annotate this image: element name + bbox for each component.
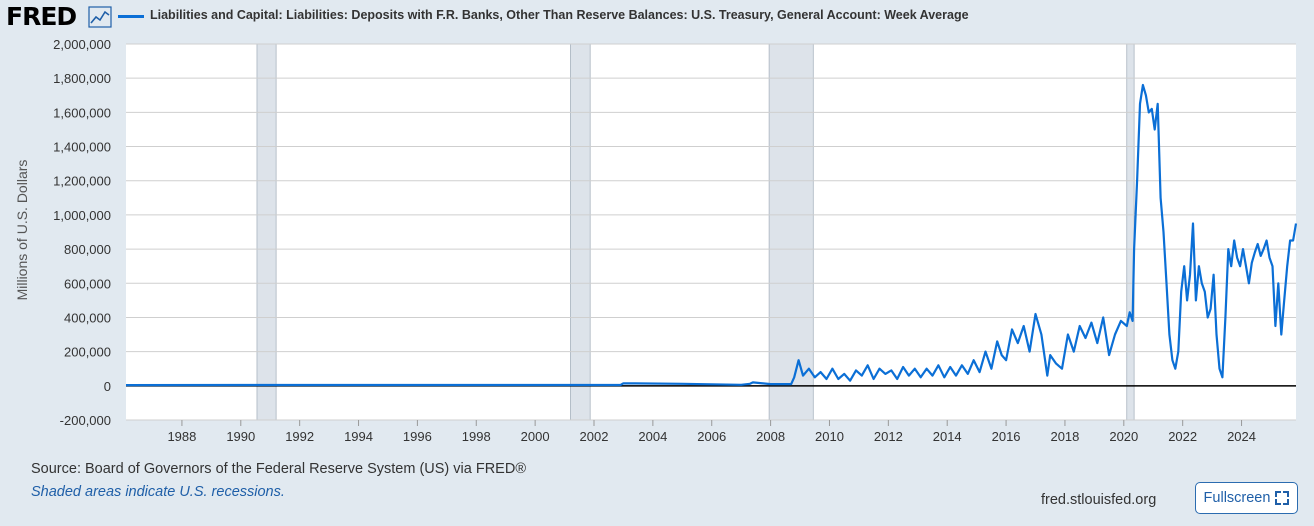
chart-title: Liabilities and Capital: Liabilities: De… xyxy=(150,8,969,22)
x-tick-label: 1998 xyxy=(462,429,491,444)
x-tick-label: 2010 xyxy=(815,429,844,444)
y-tick-label: 600,000 xyxy=(64,276,111,291)
x-tick-label: 2002 xyxy=(580,429,609,444)
plot-area xyxy=(126,44,1296,420)
x-tick-label: 1994 xyxy=(344,429,373,444)
fullscreen-button[interactable]: Fullscreen xyxy=(1195,482,1298,514)
y-tick-label: 400,000 xyxy=(64,310,111,325)
y-tick-label: 1,600,000 xyxy=(53,105,111,120)
x-tick-label: 1996 xyxy=(403,429,432,444)
fullscreen-label: Fullscreen xyxy=(1203,490,1271,506)
x-tick-label: 2024 xyxy=(1227,429,1256,444)
recession-band xyxy=(570,43,591,421)
x-tick-label: 1988 xyxy=(167,429,196,444)
x-tick-label: 1992 xyxy=(285,429,314,444)
y-tick-label: 2,000,000 xyxy=(53,37,111,52)
recession-band xyxy=(768,43,814,421)
x-tick-label: 2004 xyxy=(638,429,667,444)
y-tick-label: 800,000 xyxy=(64,242,111,257)
series-line[interactable] xyxy=(125,83,1298,387)
x-tick-label: 2000 xyxy=(521,429,550,444)
recession-band xyxy=(1126,43,1135,421)
y-tick-label: 1,800,000 xyxy=(53,71,111,86)
x-tick-label: 1990 xyxy=(226,429,255,444)
x-ticks xyxy=(181,420,1243,426)
recession-band xyxy=(256,43,277,421)
y-tick-labels: -200,000 0 200,000 400,000 600,000 800,000 1,0… xyxy=(53,37,111,428)
y-tick-label: -200,000 xyxy=(60,413,111,428)
y-tick-label: 200,000 xyxy=(64,345,111,360)
y-tick-label: 1,400,000 xyxy=(53,140,111,155)
fred-url[interactable]: fred.stlouisfed.org xyxy=(1041,492,1157,508)
x-tick-label: 2014 xyxy=(933,429,962,444)
recession-note: Shaded areas indicate U.S. recessions. xyxy=(31,484,285,500)
x-tick-label: 2008 xyxy=(756,429,785,444)
chart-header: FRED Liabilities and Capital: Liabilitie… xyxy=(0,0,1314,34)
legend-swatch xyxy=(118,15,144,18)
x-tick-label: 2020 xyxy=(1109,429,1138,444)
y-tick-label: 1,000,000 xyxy=(53,208,111,223)
line-chart-icon xyxy=(88,6,112,28)
source-note: Source: Board of Governors of the Federa… xyxy=(31,461,527,477)
x-tick-label: 2018 xyxy=(1050,429,1079,444)
y-tick-label: 0 xyxy=(104,379,111,394)
x-tick-label: 2006 xyxy=(697,429,726,444)
x-tick-label: 2016 xyxy=(992,429,1021,444)
x-tick-label: 2012 xyxy=(874,429,903,444)
fred-logo[interactable]: FRED xyxy=(6,2,77,31)
line-chart: -200,000 0 200,000 400,000 600,000 800,000 1,0… xyxy=(53,37,1298,444)
y-tick-label: 1,200,000 xyxy=(53,174,111,189)
x-tick-labels: 1988 1990 1992 1994 1996 1998 2000 2002 2004 2006… xyxy=(167,429,1256,444)
x-tick-label: 2022 xyxy=(1168,429,1197,444)
expand-icon xyxy=(1275,491,1290,505)
